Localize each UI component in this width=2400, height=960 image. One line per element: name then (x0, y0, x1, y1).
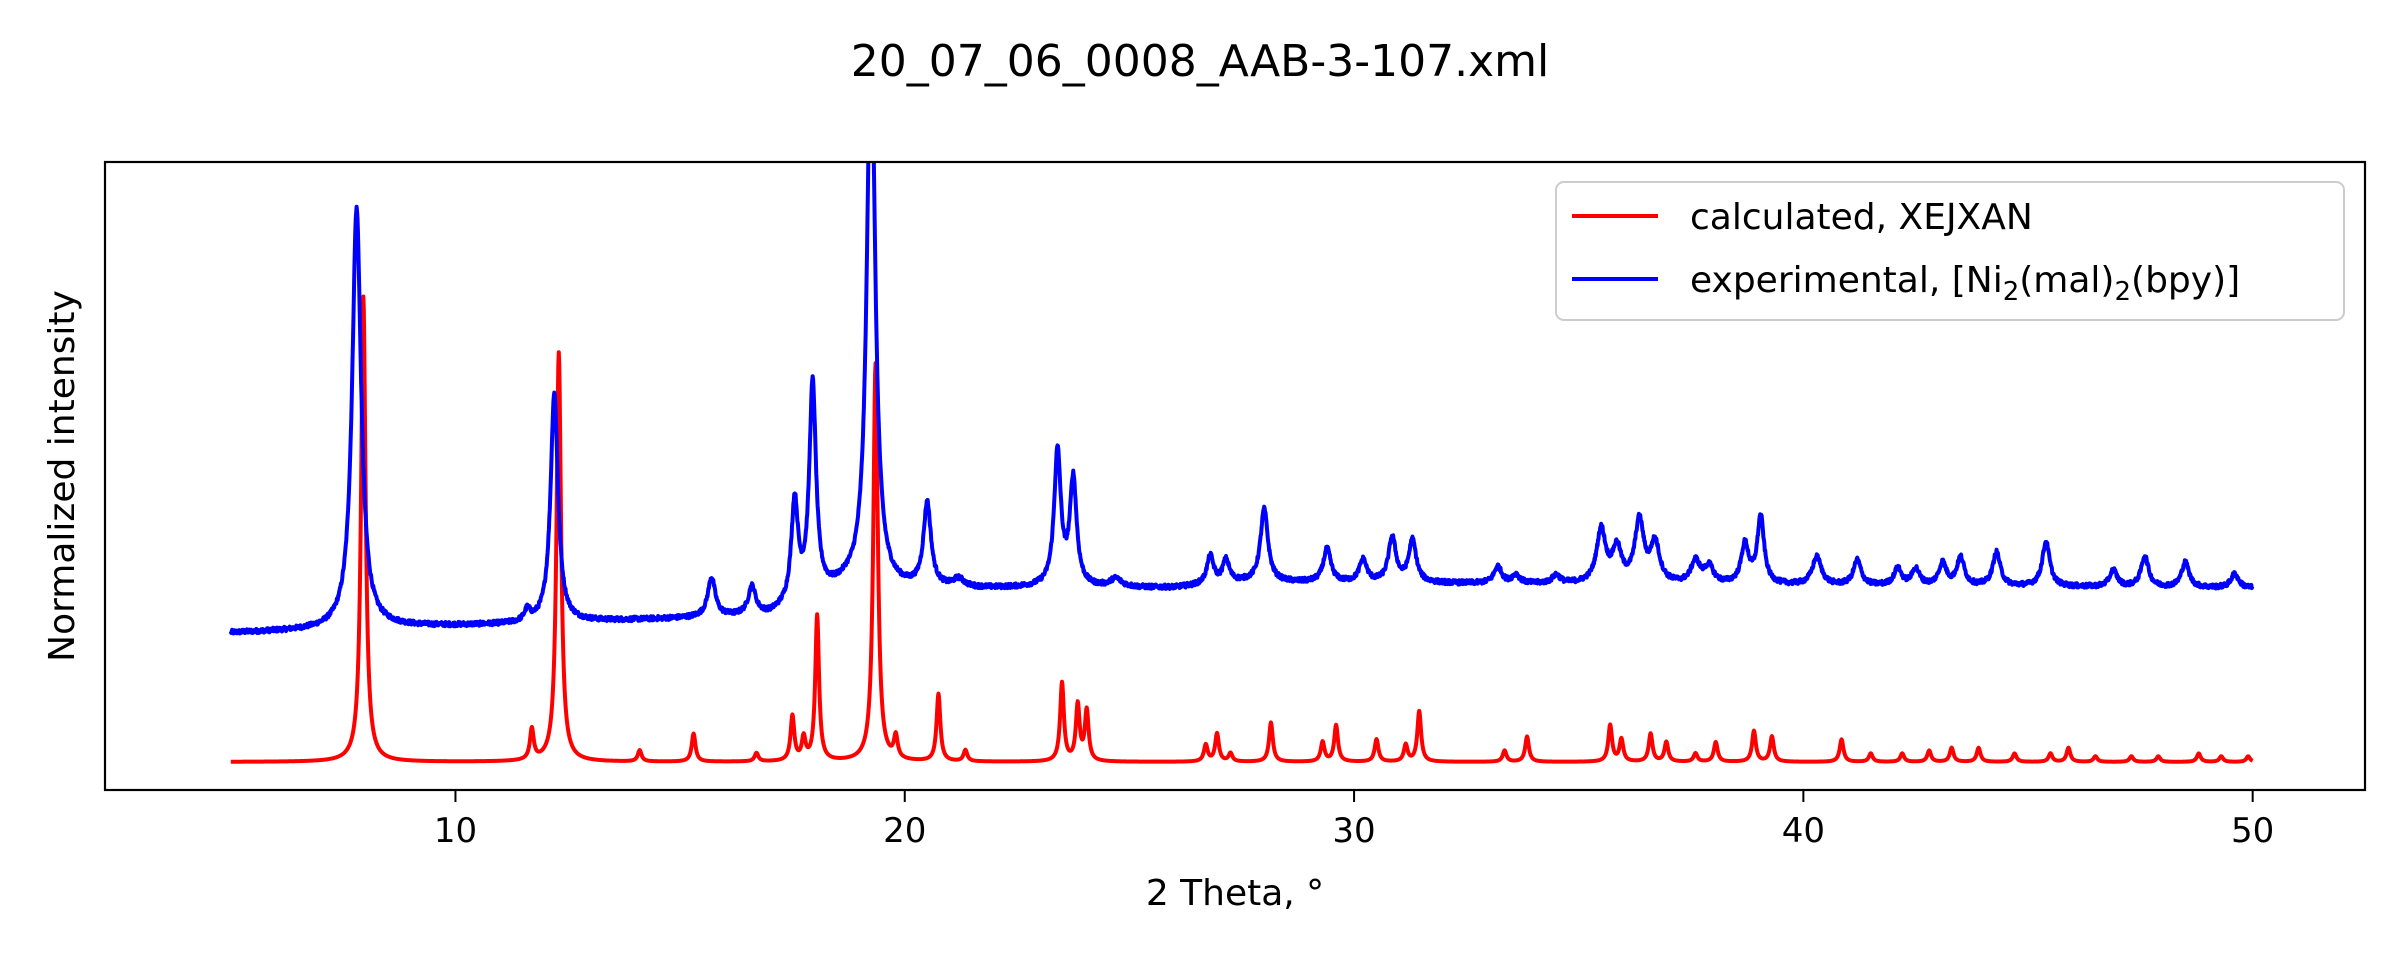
plot-frame (103, 160, 2367, 792)
x-tick-label: 10 (434, 811, 477, 851)
series-line-experimental (228, 162, 2255, 636)
chart-title: 20_07_06_0008_AAB-3-107.xml (851, 36, 1549, 87)
x-axis-label: 2 Theta, ° (1146, 873, 1324, 914)
legend-label-experimental: experimental, [Ni2(mal)2(bpy)] (1690, 260, 2240, 307)
x-tick-label: 50 (2231, 811, 2274, 851)
x-tick-label: 30 (1332, 811, 1375, 851)
legend: calculated, XEJXAN experimental, [Ni2(ma… (1555, 181, 2345, 321)
legend-box (1555, 181, 2345, 321)
plot-area (103, 160, 2367, 792)
series-line-calculated (229, 294, 2255, 764)
legend-label-calculated: calculated, XEJXAN (1690, 197, 2033, 238)
y-axis-label: Normalized intensity (42, 290, 83, 662)
x-tick-label: 40 (1782, 811, 1825, 851)
x-tick-label: 20 (883, 811, 926, 851)
x-axis: 10 20 30 40 50 (434, 790, 2274, 851)
